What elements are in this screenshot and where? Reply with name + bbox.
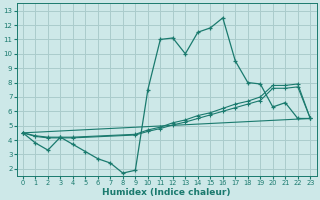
X-axis label: Humidex (Indice chaleur): Humidex (Indice chaleur) (102, 188, 231, 197)
